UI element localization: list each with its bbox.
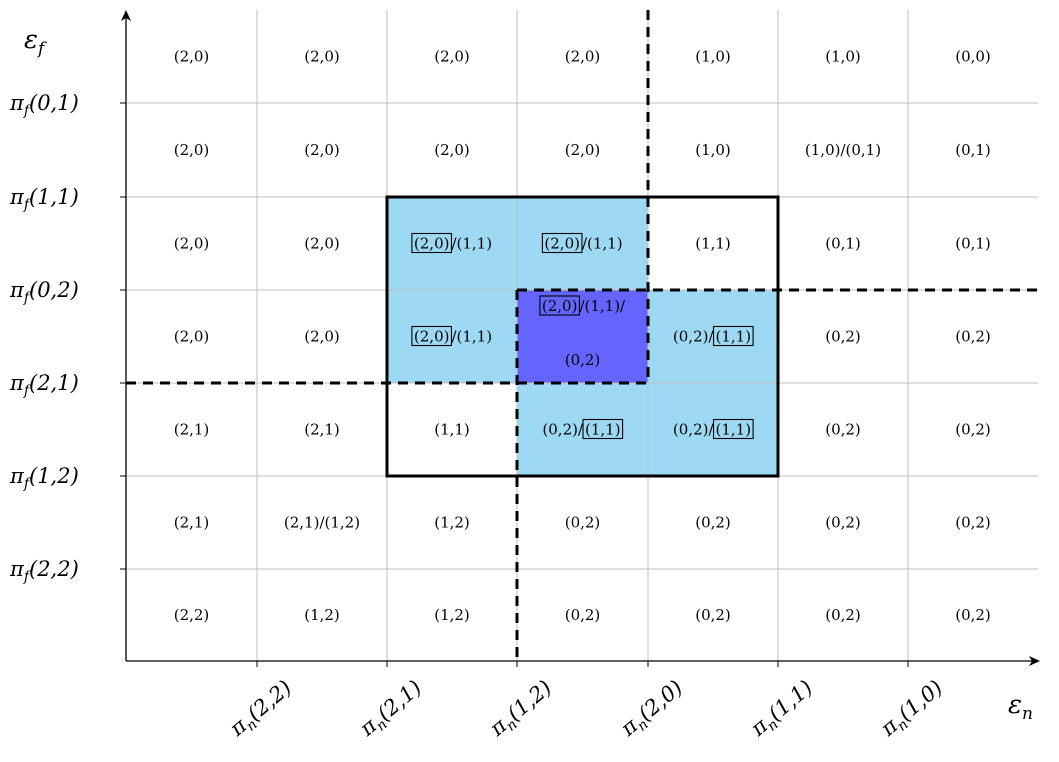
- cell-3-2-label: (2,0): [414, 328, 450, 346]
- cell-3-1-label: (2,0): [304, 328, 340, 346]
- cell-1-1-label: (2,0): [304, 141, 340, 159]
- cell-1-2-label: (2,0): [434, 141, 470, 159]
- cell-2-2-label: /(1,1): [451, 235, 492, 253]
- cell-0-1-label: (2,0): [304, 48, 340, 66]
- cell-2-3-label: /(1,1): [582, 235, 623, 253]
- cell-4-4-label: (0,2)/: [673, 421, 715, 439]
- cell-3-6-label: (0,2): [955, 328, 991, 346]
- cell-3-4-label: (0,2)/: [673, 328, 715, 346]
- x-tick-label-1: πn(2,2): [224, 675, 298, 744]
- cell-4-0-label: (2,1): [174, 421, 210, 439]
- y-tick-label-1: πf(0,1): [9, 91, 79, 119]
- cell-2-0-label: (2,0): [174, 235, 210, 253]
- cell-4-3-label: (0,2)/: [542, 421, 584, 439]
- x-tick-label-5: πn(1,1): [745, 675, 819, 744]
- cell-3-2-label: /(1,1): [451, 328, 492, 346]
- cell-3-3-label: (2,0): [542, 297, 578, 315]
- y-tick-label-2: πf(1,1): [9, 185, 79, 213]
- cell-4-3-box: [582, 418, 624, 440]
- cell-3-5-label: (0,2): [825, 328, 861, 346]
- cell-0-5-label: (1,0): [825, 48, 861, 66]
- cell-1-6-label: (0,1): [955, 141, 991, 159]
- cell-6-1-label: (1,2): [304, 606, 340, 624]
- cell-1-3-label: (2,0): [565, 141, 601, 159]
- cell-3-0-label: (2,0): [174, 328, 210, 346]
- cell-2-6-label: (0,1): [955, 235, 991, 253]
- cell-1-4-label: (1,0): [695, 141, 731, 159]
- cell-0-0-label: (2,0): [174, 48, 210, 66]
- cell-6-4-label: (0,2): [695, 606, 731, 624]
- cell-5-4-label: (0,2): [695, 514, 731, 532]
- cell-3-4-box: [712, 325, 754, 347]
- axes: εn εf: [24, 10, 1040, 724]
- cell-0-3-label: (2,0): [565, 48, 601, 66]
- cell-4-1-label: (2,1): [304, 421, 340, 439]
- tick-labels: πf(0,1) πf(1,1) πf(0,2) πf(2,1) πf(1,2) πf(2,…: [9, 91, 949, 744]
- cell-4-3-label: (1,1): [585, 421, 621, 439]
- boundary-lines: [126, 10, 1040, 661]
- cell-2-3-label: (2,0): [544, 235, 580, 253]
- cell-6-3-label: (0,2): [565, 606, 601, 624]
- cell-5-2-label: (1,2): [434, 514, 470, 532]
- cell-5-3-label: (0,2): [565, 514, 601, 532]
- cell-1-5-label: (1,0)/(0,1): [805, 141, 881, 159]
- cell-3-2-box: [411, 325, 453, 347]
- cell-2-5-label: (0,1): [825, 235, 861, 253]
- cell-5-1-label: (2,1)/(1,2): [284, 514, 360, 532]
- cell-0-6-label: (0,0): [955, 48, 991, 66]
- y-tick-label-5: πf(1,2): [9, 464, 79, 492]
- cell-2-4-label: (1,1): [695, 235, 731, 253]
- cell-6-0-label: (2,2): [174, 606, 210, 624]
- cell-5-0-label: (2,1): [174, 514, 210, 532]
- cell-4-6-label: (0,2): [955, 421, 991, 439]
- y-tick-label-3: πf(0,2): [9, 278, 79, 306]
- cell-4-2-label: (1,1): [434, 421, 470, 439]
- x-tick-label-2: πn(2,1): [354, 675, 428, 744]
- cell-2-1-label: (2,0): [304, 235, 340, 253]
- cell-3-3-label: /(1,1)/: [579, 297, 626, 315]
- cell-0-2-label: (2,0): [434, 48, 470, 66]
- y-axis-name: εf: [24, 25, 47, 59]
- cell-2-3-box: [541, 232, 583, 254]
- cell-6-5-label: (0,2): [825, 606, 861, 624]
- cell-5-6-label: (0,2): [955, 514, 991, 532]
- cell-4-4-label: (1,1): [716, 421, 752, 439]
- cell-4-5-label: (0,2): [825, 421, 861, 439]
- cell-1-0-label: (2,0): [174, 141, 210, 159]
- x-axis-arrowhead: [1029, 656, 1040, 666]
- cell-2-2-label: (2,0): [414, 235, 450, 253]
- y-tick-label-6: πf(2,2): [9, 557, 79, 585]
- y-tick-label-4: πf(2,1): [9, 371, 79, 399]
- cell-6-6-label: (0,2): [955, 606, 991, 624]
- shaded-region-4: [517, 290, 648, 383]
- cell-3-3-label: (0,2): [565, 351, 601, 369]
- solid-frame: [385, 195, 780, 478]
- cell-0-4-label: (1,0): [695, 48, 731, 66]
- x-tick-label-3: πn(1,2): [484, 675, 558, 744]
- cell-4-4-box: [712, 418, 754, 440]
- cell-2-2-box: [411, 232, 453, 254]
- cell-labels: (2,0) (2,0) (2,0) (2,0) (1,0) (1,0) (0,0) (2,0)…: [174, 48, 991, 625]
- cell-5-5-label: (0,2): [825, 514, 861, 532]
- y-axis-arrowhead: [121, 10, 131, 21]
- cell-3-3-box: [539, 295, 580, 316]
- cell-6-2-label: (1,2): [434, 606, 470, 624]
- x-tick-label-4: πn(2,0): [615, 675, 689, 744]
- x-tick-label-6: πn(1,0): [875, 675, 949, 744]
- x-axis-name: εn: [1008, 690, 1033, 724]
- cell-3-4-label: (1,1): [716, 328, 752, 346]
